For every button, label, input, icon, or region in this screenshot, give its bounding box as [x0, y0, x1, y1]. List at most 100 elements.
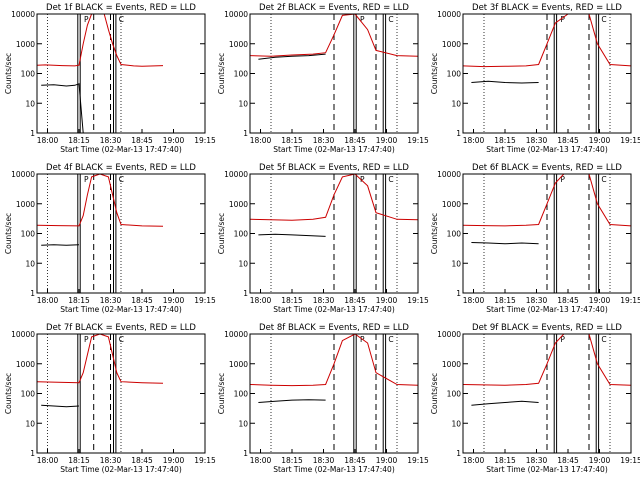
y-tick-label: 10 [238, 99, 248, 108]
y-tick-label: 100 [234, 390, 249, 399]
y-tick-label: 1000 [16, 360, 35, 369]
x-tick-label: 18:45 [131, 296, 153, 305]
y-tick-label: 1 [243, 449, 248, 458]
x-tick-label: 18:15 [494, 296, 516, 305]
plot-frame [36, 173, 206, 294]
x-tick-label: 18:45 [557, 456, 579, 465]
x-axis-label: Start Time (02-Mar-13 17:47:40) [486, 465, 608, 474]
x-tick-label: 19:00 [163, 456, 185, 465]
reference-lines [47, 334, 122, 453]
detector-panel: Det 5f BLACK = Events, RED = LLD P C 1 10 100… [217, 163, 429, 314]
plot-frame [36, 333, 206, 454]
reference-lines [270, 334, 398, 453]
detector-panel: Det 1f BLACK = Events, RED = LLD P C 1 10 100… [4, 3, 216, 154]
x-tick-label: 18:45 [557, 136, 579, 145]
y-tick-label: 10 [25, 419, 35, 428]
x-tick-label: 19:00 [376, 296, 398, 305]
x-tick-label: 18:30 [313, 136, 335, 145]
series-group [37, 14, 164, 133]
reference-lines [483, 174, 611, 293]
x-axis-label: Start Time (02-Mar-13 17:47:40) [486, 145, 608, 154]
y-tick-label: 100 [447, 70, 462, 79]
x-tick-label: 18:15 [68, 296, 90, 305]
y-tick-label: 100 [234, 230, 249, 239]
x-axis-label: Start Time (02-Mar-13 17:47:40) [60, 305, 182, 314]
events-series-line [258, 399, 326, 403]
panel-title: Det 9f BLACK = Events, RED = LLD [472, 323, 622, 333]
reference-lines [483, 14, 611, 133]
x-tick-label: 18:00 [37, 456, 59, 465]
detector-panel: Det 2f BLACK = Events, RED = LLD P C 1 10 100… [217, 3, 429, 154]
y-tick-label: 1000 [442, 40, 461, 49]
y-tick-label: 10000 [11, 330, 35, 339]
detector-panel: Det 4f BLACK = Events, RED = LLD P C 1 10 100… [4, 163, 216, 314]
y-tick-label: 10 [451, 259, 461, 268]
reference-lines [483, 334, 611, 453]
y-tick-label: 1 [30, 129, 35, 138]
marker-label: P [360, 15, 365, 24]
y-tick-label: 100 [21, 70, 36, 79]
x-tick-label: 18:30 [313, 296, 335, 305]
x-tick-label: 19:00 [163, 136, 185, 145]
y-tick-label: 1000 [442, 200, 461, 209]
lld-series-line [463, 174, 631, 227]
y-tick-label: 100 [234, 70, 249, 79]
series-group [250, 14, 418, 60]
lld-series-line [250, 334, 418, 387]
y-tick-label: 10000 [224, 330, 248, 339]
y-tick-label: 10 [238, 259, 248, 268]
events-series-line [258, 233, 326, 237]
x-tick-label: 18:30 [526, 296, 548, 305]
events-series-line [258, 53, 326, 60]
x-axis-label: Start Time (02-Mar-13 17:47:40) [60, 145, 182, 154]
marker-label: C [601, 335, 606, 344]
x-tick-label: 19:15 [194, 456, 216, 465]
marker-label: P [84, 335, 89, 344]
x-tick-label: 19:00 [589, 296, 611, 305]
y-tick-label: 1 [456, 129, 461, 138]
x-tick-label: 18:00 [463, 296, 485, 305]
series-group [463, 334, 631, 406]
detector-panel: Det 3f BLACK = Events, RED = LLD P C 1 10 100… [430, 3, 640, 154]
x-axis-label: Start Time (02-Mar-13 17:47:40) [273, 145, 395, 154]
y-tick-label: 1 [30, 449, 35, 458]
marker-label: C [388, 15, 393, 24]
marker-label: C [119, 175, 124, 184]
x-tick-label: 19:15 [620, 136, 640, 145]
lld-series-line [37, 174, 164, 227]
x-tick-label: 19:15 [407, 296, 429, 305]
detector-panel: Det 9f BLACK = Events, RED = LLD P C 1 10 100… [430, 323, 640, 474]
marker-label: P [84, 15, 89, 24]
events-series-line [41, 244, 80, 246]
y-axis-label: Counts/sec [4, 373, 13, 414]
y-axis-label: Counts/sec [4, 53, 13, 94]
y-tick-label: 10000 [224, 170, 248, 179]
lld-series-line [463, 14, 631, 68]
y-tick-label: 100 [21, 230, 36, 239]
x-tick-label: 18:30 [100, 296, 122, 305]
x-tick-label: 18:45 [344, 136, 366, 145]
marker-label: C [119, 335, 124, 344]
y-tick-label: 1 [243, 129, 248, 138]
reference-lines [270, 174, 398, 293]
detector-panel: Det 7f BLACK = Events, RED = LLD P C 1 10 100… [4, 323, 216, 474]
series-group [463, 174, 631, 245]
y-axis-label: Counts/sec [430, 373, 439, 414]
x-tick-label: 18:30 [100, 136, 122, 145]
y-tick-label: 10000 [11, 10, 35, 19]
x-tick-label: 18:30 [313, 456, 335, 465]
events-series-line [471, 400, 539, 406]
marker-label: P [360, 175, 365, 184]
x-tick-label: 18:00 [250, 296, 272, 305]
x-tick-label: 19:15 [194, 296, 216, 305]
events-series-line [471, 80, 539, 84]
x-tick-label: 18:15 [281, 136, 303, 145]
lld-series-line [250, 174, 418, 221]
y-tick-label: 1 [243, 289, 248, 298]
series-group [250, 334, 418, 403]
y-tick-label: 1000 [229, 40, 248, 49]
marker-label: P [560, 15, 565, 24]
y-tick-label: 10000 [224, 10, 248, 19]
y-tick-label: 1000 [229, 200, 248, 209]
y-tick-label: 100 [447, 390, 462, 399]
